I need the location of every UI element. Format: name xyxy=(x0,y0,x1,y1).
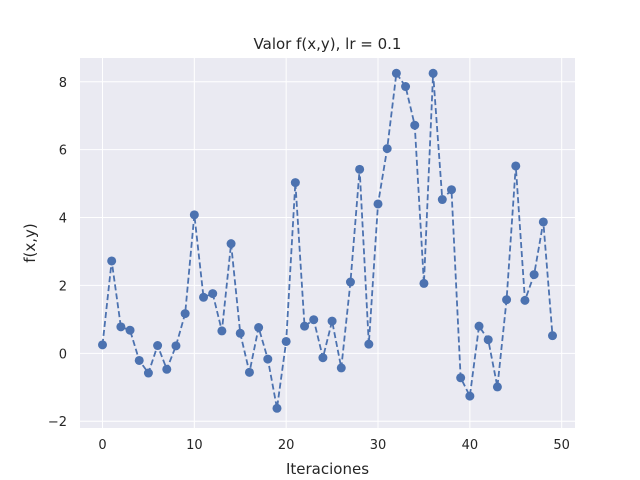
data-point xyxy=(538,217,548,227)
data-point xyxy=(125,325,135,335)
data-point xyxy=(235,328,245,338)
data-point xyxy=(217,326,227,336)
data-point xyxy=(492,382,502,392)
data-point xyxy=(511,161,521,171)
data-point xyxy=(162,364,172,374)
data-point xyxy=(290,178,300,188)
x-axis-label: Iteraciones xyxy=(286,460,369,478)
x-tick-labels: 0 10 20 30 40 50 xyxy=(98,438,570,453)
data-point xyxy=(391,68,401,78)
data-point xyxy=(410,120,420,130)
data-point xyxy=(199,292,209,302)
x-tick-label: 30 xyxy=(370,438,387,453)
y-tick-label: 8 xyxy=(59,76,67,91)
data-point xyxy=(226,239,236,249)
data-point xyxy=(309,315,319,325)
y-tick-label: −2 xyxy=(48,415,67,430)
plot-background xyxy=(80,58,575,428)
data-point xyxy=(520,295,530,305)
data-point xyxy=(437,195,447,205)
data-point xyxy=(134,355,144,365)
data-point xyxy=(502,295,512,305)
x-tick-label: 10 xyxy=(186,438,203,453)
data-point xyxy=(336,363,346,373)
data-point xyxy=(107,256,117,266)
vertical-grid xyxy=(102,58,563,428)
y-tick-label: 4 xyxy=(59,212,67,227)
data-points xyxy=(98,68,557,413)
data-point xyxy=(263,354,273,364)
y-tick-label: 6 xyxy=(59,144,67,159)
data-point xyxy=(272,403,282,413)
y-tick-labels: −2 0 2 4 6 8 xyxy=(48,76,67,430)
chart-title: Valor f(x,y), lr = 0.1 xyxy=(254,35,402,53)
y-tick-label: 0 xyxy=(59,347,67,362)
data-point xyxy=(254,323,264,333)
data-point xyxy=(483,335,493,345)
series-line xyxy=(101,70,554,409)
data-point xyxy=(189,210,199,220)
y-tick-label: 2 xyxy=(59,279,67,294)
x-tick-label: 40 xyxy=(462,438,479,453)
data-point xyxy=(281,336,291,346)
y-axis-label: f(x,y) xyxy=(21,223,39,263)
x-tick-label: 50 xyxy=(553,438,570,453)
data-point xyxy=(327,316,337,326)
data-point xyxy=(98,340,107,350)
x-tick-label: 20 xyxy=(278,438,295,453)
data-point xyxy=(548,331,557,341)
data-point xyxy=(153,341,163,351)
data-point xyxy=(364,339,374,349)
data-point xyxy=(428,68,438,78)
horizontal-grid xyxy=(80,81,575,422)
x-tick-label: 0 xyxy=(98,438,106,453)
data-point xyxy=(208,289,218,299)
data-point xyxy=(474,321,484,331)
data-point xyxy=(355,164,365,174)
data-point xyxy=(401,82,411,92)
data-point xyxy=(318,353,328,363)
data-point xyxy=(345,277,355,287)
data-point xyxy=(143,368,153,378)
data-point xyxy=(465,391,475,401)
data-point xyxy=(244,367,254,377)
data-point xyxy=(300,321,310,331)
data-point xyxy=(456,373,466,383)
data-point xyxy=(419,278,429,288)
data-point xyxy=(446,185,456,195)
data-point xyxy=(382,144,392,154)
data-point xyxy=(171,341,181,351)
data-point xyxy=(180,309,190,319)
data-point xyxy=(116,322,126,332)
data-point xyxy=(529,270,539,280)
data-point xyxy=(373,199,383,209)
